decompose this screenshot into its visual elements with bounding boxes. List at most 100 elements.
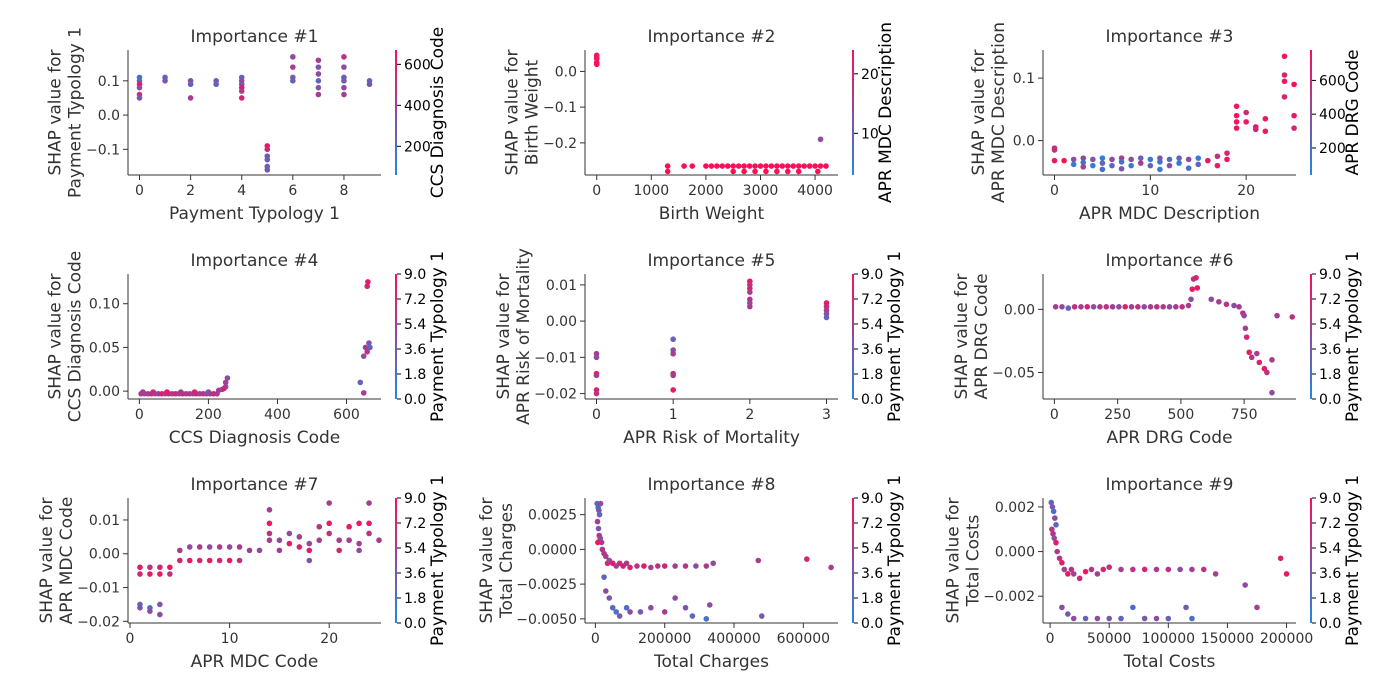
data-point: [1281, 72, 1288, 78]
colorbar-label: Payment Typology 1: [885, 475, 905, 646]
data-point: [1214, 153, 1221, 160]
data-point: [1052, 515, 1058, 521]
x-tick-label: 600000: [777, 631, 830, 647]
data-point: [689, 163, 696, 169]
colorbar-tick-label: 7.2: [1319, 516, 1341, 532]
data-point: [623, 560, 630, 567]
data-point: [1054, 548, 1060, 555]
data-point: [752, 163, 758, 169]
data-point: [1082, 568, 1089, 575]
data-point: [752, 168, 758, 175]
data-point: [356, 520, 362, 527]
data-point: [137, 571, 143, 577]
data-point: [1291, 125, 1297, 131]
data-point: [1080, 164, 1087, 170]
colorbar-tick-label: 7.2: [404, 292, 426, 308]
data-point: [213, 81, 219, 88]
data-point: [205, 389, 212, 395]
y-axis-label-line: APR Risk of Mortality: [514, 248, 534, 425]
y-axis-label: SHAP value forAPR MDC Description: [969, 22, 1009, 203]
data-point: [1189, 615, 1195, 622]
data-point: [1277, 555, 1284, 562]
y-tick-label: −0.02: [534, 387, 577, 403]
data-point: [1070, 571, 1077, 577]
data-point: [664, 168, 671, 175]
colorbar-label: Payment Typology 1: [1343, 475, 1363, 646]
colorbar-tick-label: 5.4: [404, 317, 426, 333]
data-point: [264, 146, 271, 153]
x-tick-label: 20: [320, 631, 338, 647]
colorbar-tick-label: 5.4: [1319, 541, 1341, 557]
data-point: [1094, 571, 1101, 577]
data-point: [178, 389, 184, 395]
data-point: [1141, 615, 1148, 622]
data-point: [186, 544, 193, 550]
data-point: [1118, 159, 1125, 165]
data-point: [661, 609, 668, 615]
data-point: [238, 95, 245, 101]
y-tick-label: 0.0: [555, 64, 577, 80]
data-point: [664, 163, 671, 169]
colorbar-label: Payment Typology 1: [1343, 251, 1363, 422]
data-point: [1065, 571, 1071, 577]
data-point: [784, 168, 791, 175]
subplot-8: Importance #8 0 200000 400000 600000 −0.0050 −…: [477, 475, 905, 672]
colorbar-label: Payment Typology 1: [885, 251, 905, 422]
x-tick-label: 0: [1046, 631, 1055, 647]
x-tick-label: 10: [221, 631, 239, 647]
colorbar-tick-label: 1.8: [861, 367, 883, 383]
data-point: [266, 520, 273, 527]
subplot-5: Importance #5 0 1 2 3 −0.02 −0.01 0.00 0.01 APR R…: [494, 248, 905, 448]
x-axis-label: APR MDC Description: [1079, 204, 1260, 224]
y-tick-label: 0.0000: [528, 542, 577, 558]
data-point: [1106, 615, 1113, 622]
subplot-9: Importance #9 0 50000 100000 150000 200000 −0.…: [943, 475, 1363, 672]
subplot-title: Importance #3: [1106, 27, 1234, 47]
data-point: [597, 500, 604, 507]
data-point: [364, 283, 370, 290]
data-point: [595, 525, 602, 532]
data-point: [315, 64, 322, 70]
subplot-title: Importance #9: [1106, 475, 1234, 495]
subplot-title: Importance #7: [191, 475, 319, 495]
data-point: [672, 563, 678, 569]
colorbar-tick-label: 0.0: [1319, 392, 1341, 408]
data-point: [362, 344, 369, 351]
y-tick-label: 0.01: [546, 278, 577, 294]
data-point: [1118, 165, 1125, 172]
data-point: [1165, 566, 1172, 573]
x-tick-label: 1000: [634, 183, 670, 199]
x-tick-label: 2: [186, 183, 195, 199]
colorbar-tick-label: 9.0: [404, 491, 426, 507]
data-point: [1084, 304, 1091, 310]
x-tick-label: 200000: [638, 631, 691, 647]
subplot-7: Importance #7 0 10 20 −0.02 −0.01 0.00 0.01 APR …: [37, 475, 448, 672]
data-point: [157, 601, 163, 608]
data-point: [790, 163, 797, 169]
data-point: [1153, 566, 1160, 573]
subplot-2: Importance #2 0 1000 2000 3000 4000 −0.2 −0.1 0.…: [503, 22, 896, 224]
colorbar: [852, 498, 854, 623]
data-point: [634, 563, 640, 569]
x-tick-label: 3000: [743, 183, 779, 199]
data-point: [1099, 166, 1106, 173]
data-point: [601, 574, 607, 580]
data-point: [147, 564, 153, 571]
data-point: [661, 563, 668, 569]
data-point: [735, 163, 742, 169]
x-tick-label: 4: [237, 183, 246, 199]
data-point: [226, 544, 233, 550]
x-tick-label: 50000: [1087, 631, 1132, 647]
data-point: [1099, 155, 1106, 161]
data-point: [1160, 304, 1166, 310]
data-point: [1166, 162, 1173, 169]
data-point: [136, 84, 143, 91]
x-tick-label: 20: [1237, 183, 1255, 199]
subplot-title: Importance #8: [648, 475, 776, 495]
colorbar: [395, 274, 397, 399]
data-point: [196, 557, 203, 564]
data-point: [290, 54, 296, 60]
x-tick-label: 500: [1168, 407, 1195, 423]
data-point: [1200, 566, 1207, 573]
